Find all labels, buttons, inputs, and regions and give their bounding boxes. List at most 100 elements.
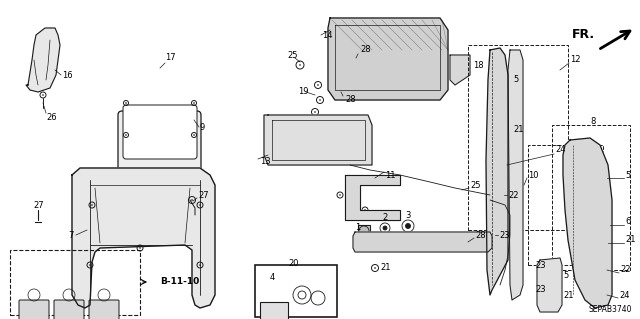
Polygon shape xyxy=(345,175,400,220)
Text: 11: 11 xyxy=(385,170,396,180)
Text: 25: 25 xyxy=(470,181,481,189)
Circle shape xyxy=(42,94,44,96)
Text: 5: 5 xyxy=(563,271,568,279)
FancyBboxPatch shape xyxy=(123,105,197,159)
Polygon shape xyxy=(563,138,612,308)
Circle shape xyxy=(354,57,356,59)
Text: 1: 1 xyxy=(355,224,360,233)
Circle shape xyxy=(389,241,391,243)
Text: FR.: FR. xyxy=(572,28,595,41)
Text: 21: 21 xyxy=(563,291,573,300)
Text: 19: 19 xyxy=(298,87,308,97)
Text: 8: 8 xyxy=(590,117,595,127)
Polygon shape xyxy=(358,225,370,238)
Polygon shape xyxy=(353,232,492,252)
Text: 3: 3 xyxy=(405,211,410,220)
Text: 14: 14 xyxy=(322,31,333,40)
Polygon shape xyxy=(537,258,562,312)
Text: 7: 7 xyxy=(68,231,74,240)
Text: 10: 10 xyxy=(528,170,538,180)
FancyBboxPatch shape xyxy=(54,300,84,319)
Text: 28: 28 xyxy=(475,231,486,240)
Polygon shape xyxy=(26,28,60,92)
Polygon shape xyxy=(72,168,215,308)
Bar xyxy=(260,302,288,319)
Text: 2: 2 xyxy=(382,213,387,222)
Circle shape xyxy=(469,241,471,243)
Text: 28: 28 xyxy=(360,46,371,55)
Text: 26: 26 xyxy=(46,114,56,122)
Circle shape xyxy=(449,241,451,243)
Circle shape xyxy=(125,134,127,136)
Circle shape xyxy=(599,269,601,271)
Text: 21: 21 xyxy=(380,263,390,272)
Circle shape xyxy=(374,267,376,269)
Polygon shape xyxy=(264,115,372,165)
Circle shape xyxy=(497,269,499,271)
Text: 12: 12 xyxy=(570,56,580,64)
Circle shape xyxy=(89,264,91,266)
Circle shape xyxy=(493,234,495,236)
Polygon shape xyxy=(508,50,523,300)
Circle shape xyxy=(314,111,316,113)
Text: 21: 21 xyxy=(513,125,524,135)
Circle shape xyxy=(497,129,499,131)
Text: B-11-10: B-11-10 xyxy=(160,278,199,286)
Polygon shape xyxy=(450,55,470,85)
Circle shape xyxy=(599,174,601,176)
Circle shape xyxy=(383,226,387,230)
Circle shape xyxy=(507,79,509,81)
Text: 6: 6 xyxy=(625,218,630,226)
Circle shape xyxy=(549,294,551,296)
Text: 18: 18 xyxy=(473,61,484,70)
Text: 22: 22 xyxy=(620,265,630,275)
Text: 9: 9 xyxy=(200,122,205,131)
Text: 27: 27 xyxy=(198,190,209,199)
Circle shape xyxy=(317,84,319,86)
Text: 16: 16 xyxy=(62,70,72,79)
Polygon shape xyxy=(486,48,508,295)
Circle shape xyxy=(319,99,321,101)
Text: 24: 24 xyxy=(555,145,566,154)
Text: 23: 23 xyxy=(535,286,546,294)
Bar xyxy=(528,145,603,265)
FancyBboxPatch shape xyxy=(89,300,119,319)
Circle shape xyxy=(364,209,366,211)
Bar xyxy=(468,45,568,230)
Circle shape xyxy=(193,102,195,104)
Circle shape xyxy=(419,241,421,243)
Text: 20: 20 xyxy=(288,258,298,268)
Circle shape xyxy=(349,147,351,149)
Circle shape xyxy=(339,89,341,91)
Circle shape xyxy=(497,79,499,81)
Circle shape xyxy=(497,189,499,191)
Text: 28: 28 xyxy=(345,95,356,105)
Bar xyxy=(10,250,140,315)
Circle shape xyxy=(406,224,410,228)
Text: 5: 5 xyxy=(513,76,518,85)
Text: 23: 23 xyxy=(535,261,546,270)
Circle shape xyxy=(369,241,371,243)
Text: 5: 5 xyxy=(625,170,630,180)
FancyBboxPatch shape xyxy=(118,111,201,174)
Circle shape xyxy=(507,129,509,131)
Text: 13: 13 xyxy=(260,158,271,167)
Circle shape xyxy=(599,219,601,221)
Text: 4: 4 xyxy=(270,273,275,283)
Text: 17: 17 xyxy=(165,54,175,63)
FancyBboxPatch shape xyxy=(19,300,49,319)
Text: 21: 21 xyxy=(625,235,636,244)
Text: 22: 22 xyxy=(508,190,518,199)
Text: 24: 24 xyxy=(619,291,630,300)
Bar xyxy=(255,265,337,317)
Circle shape xyxy=(191,199,193,201)
Circle shape xyxy=(497,234,499,236)
Circle shape xyxy=(339,194,341,196)
Text: 25: 25 xyxy=(287,50,298,60)
Polygon shape xyxy=(328,18,448,100)
Circle shape xyxy=(125,102,127,104)
Circle shape xyxy=(199,264,201,266)
Text: SEPAB3740: SEPAB3740 xyxy=(589,306,632,315)
Circle shape xyxy=(549,274,551,276)
Bar xyxy=(552,125,630,270)
